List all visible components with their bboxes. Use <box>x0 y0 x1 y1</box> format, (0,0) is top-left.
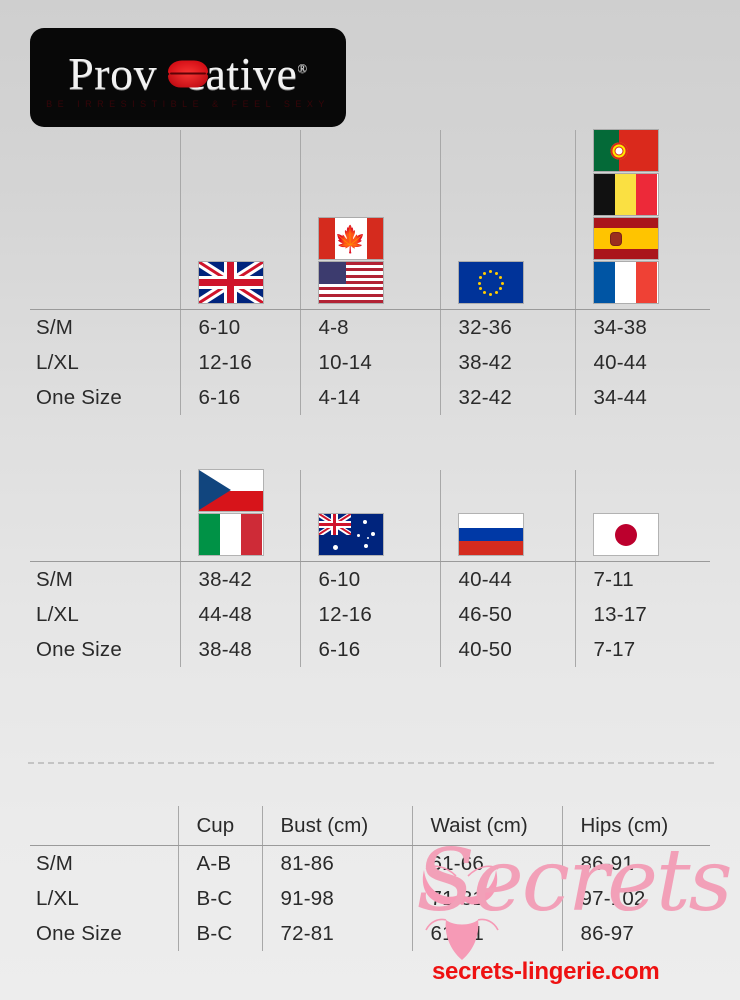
table-row: One Size B-C 72-81 61-81 86-97 <box>30 916 710 951</box>
measurement-header-waist: Waist (cm) <box>411 806 562 846</box>
measurement-value-bust: 91-98 <box>261 881 412 916</box>
measurement-header-hips: Hips (cm) <box>561 806 710 846</box>
table-row: S/M 6-10 4-8 32-36 34-38 <box>30 309 710 345</box>
table-row: One Size 6-16 4-14 32-42 34-44 <box>30 380 710 415</box>
measurement-value-hips: 86-97 <box>561 916 710 951</box>
measurement-value-waist: 61-81 <box>411 916 562 951</box>
size-value-russia: 40-44 <box>439 561 575 597</box>
flag-header-portugal-belgium-spain-france <box>574 130 710 310</box>
size-value-eu: 32-42 <box>439 380 575 415</box>
flag-header-russia <box>439 470 575 562</box>
table-row: L/XL 12-16 10-14 38-42 40-44 <box>30 345 710 380</box>
measurement-value-hips: 86-91 <box>561 845 710 881</box>
brand-logo-inner: Provocative® BE IRRESISTIBLE & FEEL SEXY <box>30 28 346 127</box>
size-value-canada-usa: 4-8 <box>299 309 440 345</box>
france-flag-icon <box>593 262 658 303</box>
size-value-canada-usa: 10-14 <box>299 345 440 380</box>
brand-logo-tagline: BE IRRESISTIBLE & FEEL SEXY <box>46 98 330 109</box>
size-label: One Size <box>36 385 122 409</box>
brand-logo: Provocative® BE IRRESISTIBLE & FEEL SEXY <box>30 28 346 127</box>
size-value-eu: 32-36 <box>439 309 575 345</box>
size-value-japan: 7-11 <box>574 561 710 597</box>
flag-header-size <box>30 130 180 310</box>
size-value-australia: 12-16 <box>299 597 440 632</box>
brand-logo-text-suffix: cative <box>184 47 298 99</box>
size-label: One Size <box>36 637 122 661</box>
size-value-uk: 12-16 <box>179 345 300 380</box>
measurement-value-bust: 72-81 <box>261 916 412 951</box>
flag-header-uk <box>179 130 300 310</box>
czech-republic-flag-icon <box>198 470 263 511</box>
size-value-australia: 6-16 <box>299 632 440 667</box>
portugal-flag-icon <box>593 130 658 171</box>
size-label: L/XL <box>36 886 79 910</box>
canada-flag-icon: 🍁 <box>318 218 383 259</box>
brand-logo-text-prefix: Prov <box>68 47 158 99</box>
table-row: S/M A-B 81-86 61-66 86-91 <box>30 845 710 881</box>
brand-logo-wordmark: Provocative® <box>68 47 308 99</box>
flag-header-european-union <box>439 130 575 310</box>
table-row: One Size 38-48 6-16 40-50 7-17 <box>30 632 710 667</box>
size-value-czech-italy: 38-42 <box>179 561 300 597</box>
size-value-czech-italy: 38-48 <box>179 632 300 667</box>
size-value-czech-italy: 44-48 <box>179 597 300 632</box>
measurement-value-waist: 61-66 <box>411 845 562 881</box>
measurement-table: Cup Bust (cm) Waist (cm) Hips (cm) S/M A… <box>30 806 710 951</box>
brand-logo-registered-mark: ® <box>297 60 308 76</box>
russia-flag-icon <box>458 514 523 555</box>
measurement-value-waist: 71-81 <box>411 881 562 916</box>
size-label: L/XL <box>36 350 79 374</box>
table-row: S/M 38-42 6-10 40-44 7-11 <box>30 561 710 597</box>
measurement-value-cup: A-B <box>177 845 262 881</box>
flag-header-canada-usa: 🍁 <box>299 130 440 310</box>
size-table-europe-americas: 🍁 <box>30 130 710 415</box>
belgium-flag-icon <box>593 174 658 215</box>
japan-flag-icon <box>593 514 658 555</box>
size-value-uk: 6-10 <box>179 309 300 345</box>
italy-flag-icon <box>198 514 263 555</box>
measurement-header-size <box>30 806 178 846</box>
size-label: S/M <box>36 851 74 875</box>
measurement-value-cup: B-C <box>177 881 262 916</box>
section-divider <box>28 762 714 764</box>
size-value-canada-usa: 4-14 <box>299 380 440 415</box>
table-flag-header-row: 🍁 <box>30 130 710 310</box>
size-label: S/M <box>36 315 74 339</box>
size-value-japan: 7-17 <box>574 632 710 667</box>
flag-header-size <box>30 470 180 562</box>
size-label: One Size <box>36 921 122 945</box>
size-value-russia: 40-50 <box>439 632 575 667</box>
size-label: S/M <box>36 567 74 591</box>
size-table-other-regions: S/M 38-42 6-10 40-44 7-11 L/XL 44-48 12-… <box>30 470 710 667</box>
measurement-value-cup: B-C <box>177 916 262 951</box>
size-value-pt-be-es-fr: 34-44 <box>574 380 710 415</box>
size-value-eu: 38-42 <box>439 345 575 380</box>
spain-flag-icon <box>593 218 658 259</box>
size-value-pt-be-es-fr: 34-38 <box>574 309 710 345</box>
table-row: L/XL B-C 91-98 71-81 97-102 <box>30 881 710 916</box>
australia-flag-icon <box>318 514 383 555</box>
flag-header-czech-italy <box>179 470 300 562</box>
size-label: L/XL <box>36 602 79 626</box>
size-value-japan: 13-17 <box>574 597 710 632</box>
flag-header-japan <box>574 470 710 562</box>
united-kingdom-flag-icon <box>198 262 263 303</box>
measurement-value-bust: 81-86 <box>261 845 412 881</box>
table-row: L/XL 44-48 12-16 46-50 13-17 <box>30 597 710 632</box>
european-union-flag-icon <box>458 262 523 303</box>
flag-header-australia <box>299 470 440 562</box>
measurement-header-row: Cup Bust (cm) Waist (cm) Hips (cm) <box>30 806 710 846</box>
measurement-header-cup: Cup <box>177 806 262 846</box>
measurement-value-hips: 97-102 <box>561 881 710 916</box>
size-value-pt-be-es-fr: 40-44 <box>574 345 710 380</box>
measurement-header-bust: Bust (cm) <box>261 806 412 846</box>
size-value-australia: 6-10 <box>299 561 440 597</box>
table-flag-header-row <box>30 470 710 562</box>
watermark-url: secrets-lingerie.com <box>432 958 660 985</box>
united-states-flag-icon <box>318 262 383 303</box>
size-value-russia: 46-50 <box>439 597 575 632</box>
size-value-uk: 6-16 <box>179 380 300 415</box>
